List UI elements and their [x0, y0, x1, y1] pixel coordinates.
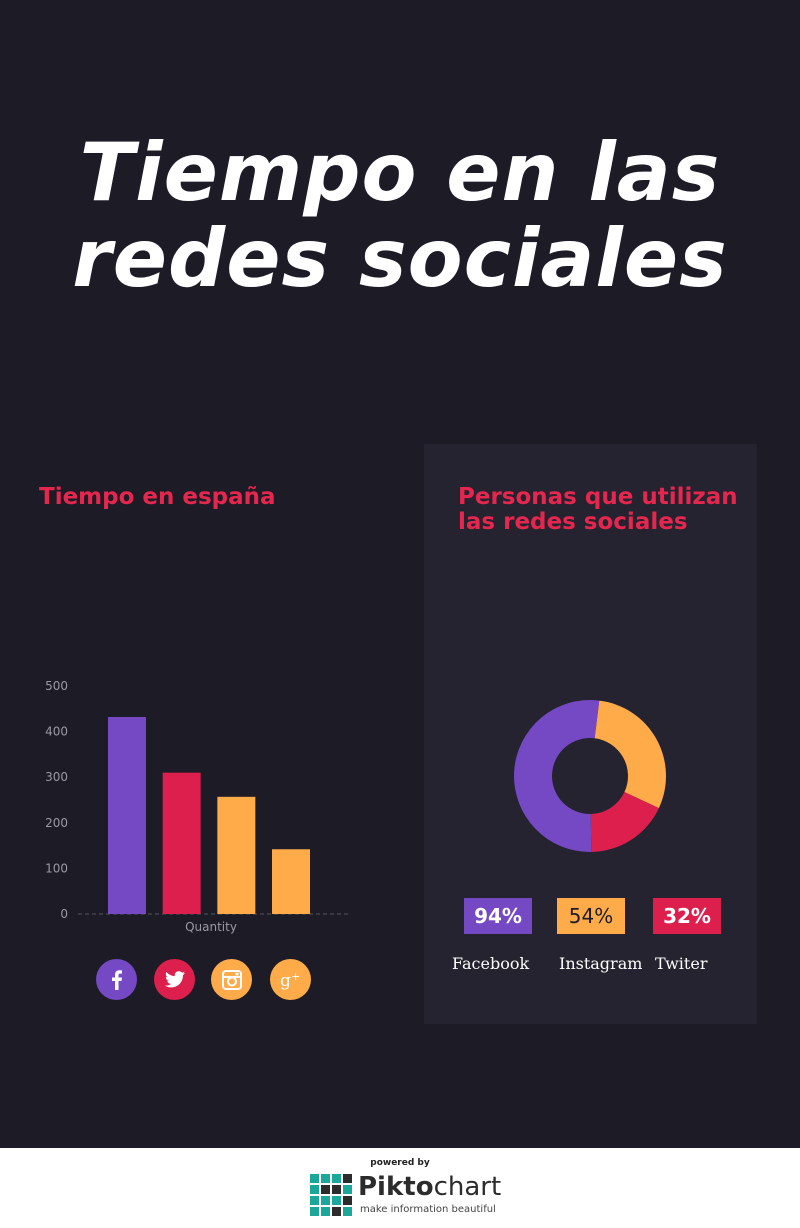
powered-by-text: powered by: [370, 1158, 430, 1168]
brand-bold: Pikto: [358, 1172, 434, 1202]
bar: [108, 717, 146, 914]
y-tick-label: 400: [45, 725, 68, 739]
instagram-percentage-badge: 54%: [557, 898, 625, 934]
facebook-percentage-badge: 94%: [464, 898, 532, 934]
twitter-label: Twiter: [655, 954, 708, 973]
donut-slice-twiter: [590, 792, 659, 852]
bar-chart-panel: Tiempo en españa 0 100 200 300 400 500 Quantit…: [22, 444, 392, 1024]
svg-text:g: g: [280, 971, 291, 990]
facebook-icon[interactable]: [96, 959, 137, 1000]
x-axis-label: Quantity: [185, 920, 237, 934]
piktochart-logo-icon: [310, 1174, 354, 1218]
bar-chart-title: Tiempo en españa: [39, 484, 276, 510]
twitter-icon[interactable]: [154, 959, 195, 1000]
bar: [217, 796, 256, 914]
y-tick-label: 100: [45, 861, 68, 875]
google-plus-icon[interactable]: g +: [270, 959, 311, 1000]
y-tick-label: 200: [45, 816, 68, 830]
svg-text:+: +: [291, 970, 300, 983]
page-title: Tiempo en las redes sociales: [0, 130, 800, 302]
piktochart-tagline: make information beautiful: [360, 1204, 496, 1215]
instagram-label: Instagram: [559, 954, 643, 973]
facebook-label: Facebook: [452, 954, 530, 973]
instagram-icon[interactable]: [211, 959, 252, 1000]
y-tick-label: 300: [45, 770, 68, 784]
brand-rest: chart: [433, 1172, 502, 1202]
bar: [272, 849, 311, 914]
donut-chart-panel: Personas que utilizan las redes sociales…: [424, 444, 757, 1024]
bar: [162, 772, 201, 914]
twitter-percentage-badge: 32%: [653, 898, 721, 934]
donut-slice-facebook: [513, 700, 600, 852]
page-title-line-1: Tiempo en las: [79, 126, 721, 219]
donut-chart-title: Personas que utilizan las redes sociales: [458, 484, 738, 535]
piktochart-brand: Piktochart: [358, 1172, 501, 1202]
bar-chart: 0 100 200 300 400 500 Quantity: [45, 679, 348, 934]
page-title-line-2: redes sociales: [72, 212, 728, 305]
y-tick-label: 500: [45, 679, 68, 693]
y-tick-label: 0: [60, 907, 68, 921]
donut-slice-instagram: [594, 700, 666, 809]
footer: powered by Piktochart make information b…: [0, 1148, 800, 1228]
donut-chart: [513, 700, 666, 852]
